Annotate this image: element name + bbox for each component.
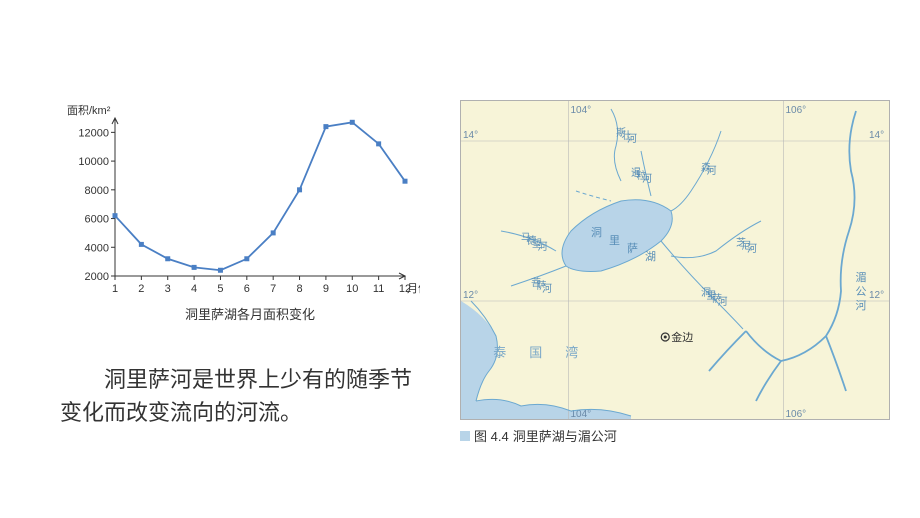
map-caption-text: 洞里萨湖与湄公河 bbox=[513, 426, 617, 445]
svg-text:4000: 4000 bbox=[85, 242, 109, 254]
svg-text:106°: 106° bbox=[786, 105, 807, 116]
svg-text:公: 公 bbox=[856, 286, 867, 298]
svg-text:河: 河 bbox=[856, 299, 867, 312]
svg-text:河: 河 bbox=[718, 296, 728, 308]
svg-text:10000: 10000 bbox=[78, 156, 109, 168]
svg-text:6: 6 bbox=[244, 283, 250, 295]
svg-text:14°: 14° bbox=[463, 130, 478, 141]
map-caption-prefix: 图 4.4 bbox=[474, 426, 509, 445]
svg-text:1: 1 bbox=[112, 283, 118, 295]
svg-text:10: 10 bbox=[346, 283, 358, 295]
svg-text:7: 7 bbox=[270, 283, 276, 295]
chart-svg: 面积/km² 2000 4000 6000 8000 10000 12000 1 2 3 4 5 6 7 8… bbox=[60, 100, 420, 300]
svg-text:14°: 14° bbox=[869, 130, 884, 141]
content-area: 面积/km² 2000 4000 6000 8000 10000 12000 1 2 3 4 5 6 7 8… bbox=[60, 100, 890, 445]
svg-text:国: 国 bbox=[529, 345, 542, 360]
svg-text:2: 2 bbox=[138, 283, 144, 295]
svg-text:104°: 104° bbox=[571, 105, 592, 116]
svg-text:3: 3 bbox=[165, 283, 171, 295]
svg-text:湄: 湄 bbox=[856, 271, 867, 284]
svg-text:11: 11 bbox=[373, 283, 384, 295]
svg-text:8: 8 bbox=[296, 283, 302, 295]
svg-text:河: 河 bbox=[538, 241, 548, 253]
chart-caption: 洞里萨湖各月面积变化 bbox=[60, 304, 440, 323]
svg-text:泰: 泰 bbox=[493, 345, 506, 360]
svg-text:河: 河 bbox=[707, 165, 717, 177]
svg-text:12000: 12000 bbox=[78, 127, 109, 139]
svg-text:8000: 8000 bbox=[85, 185, 109, 197]
left-column: 面积/km² 2000 4000 6000 8000 10000 12000 1 2 3 4 5 6 7 8… bbox=[60, 100, 440, 445]
map-caption: 图 4.4 洞里萨湖与湄公河 bbox=[460, 426, 890, 445]
svg-text:6000: 6000 bbox=[85, 214, 109, 226]
svg-text:面积/km²: 面积/km² bbox=[67, 104, 111, 117]
svg-text:106°: 106° bbox=[786, 409, 807, 420]
map-svg: 104°104°106°106°12°12°14°14°斯壮河马德望河菩萨河暹粒… bbox=[461, 101, 890, 420]
svg-text:金边: 金边 bbox=[671, 330, 693, 344]
svg-text:2000: 2000 bbox=[85, 271, 109, 283]
right-column: 104°104°106°106°12°12°14°14°斯壮河马德望河菩萨河暹粒… bbox=[460, 100, 890, 445]
svg-text:湖: 湖 bbox=[645, 250, 656, 263]
svg-text:萨: 萨 bbox=[627, 242, 638, 255]
svg-text:河: 河 bbox=[542, 283, 552, 295]
svg-text:洞: 洞 bbox=[591, 226, 602, 239]
svg-text:河: 河 bbox=[642, 173, 652, 185]
line-chart: 面积/km² 2000 4000 6000 8000 10000 12000 1 2 3 4 5 6 7 8… bbox=[60, 100, 420, 300]
svg-text:12°: 12° bbox=[869, 290, 884, 301]
legend-box-icon bbox=[460, 431, 470, 441]
svg-text:河: 河 bbox=[627, 133, 637, 145]
description-text: 洞里萨河是世界上少有的随季节变化而改变流向的河流。 bbox=[60, 363, 420, 429]
svg-text:9: 9 bbox=[323, 283, 329, 295]
svg-text:月份: 月份 bbox=[407, 282, 420, 295]
svg-text:里: 里 bbox=[609, 234, 620, 247]
svg-text:河: 河 bbox=[747, 243, 757, 255]
svg-text:12°: 12° bbox=[463, 290, 478, 301]
map-figure: 104°104°106°106°12°12°14°14°斯壮河马德望河菩萨河暹粒… bbox=[460, 100, 890, 420]
svg-text:4: 4 bbox=[191, 283, 197, 295]
svg-text:湾: 湾 bbox=[565, 345, 578, 360]
svg-text:5: 5 bbox=[217, 283, 223, 295]
